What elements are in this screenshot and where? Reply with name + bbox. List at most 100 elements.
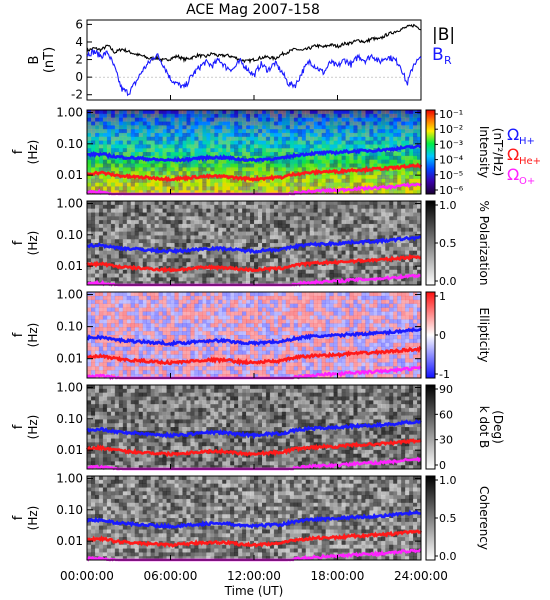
polarization-texture-cell <box>289 216 295 221</box>
ellipticity-texture-cell <box>110 292 116 297</box>
intensity-texture-cell <box>146 129 151 134</box>
intensity-texture-cell <box>130 140 135 145</box>
polarization-y-tick-label: 0.01 <box>56 259 83 273</box>
polarization-texture-cell <box>293 201 299 206</box>
polarization-texture-cell <box>178 258 183 263</box>
ellipticity-texture-cell <box>297 303 302 308</box>
intensity-texture-cell <box>329 125 334 130</box>
ellipticity-texture-cell <box>190 307 195 312</box>
intensity-texture-cell <box>297 159 302 164</box>
polarization-texture-cell <box>91 258 96 263</box>
intensity-texture-cell <box>262 140 267 145</box>
polarization-texture-cell <box>210 277 215 282</box>
ellipticity-texture-cell <box>262 303 267 308</box>
ellipticity-texture-cell <box>122 342 128 347</box>
intensity-texture-cell <box>214 163 219 168</box>
intensity-texture-cell <box>194 113 199 118</box>
polarization-texture-cell <box>122 235 128 240</box>
intensity-texture-cell <box>321 171 326 176</box>
polarization-texture-cell <box>345 231 350 236</box>
polarization-texture-cell <box>142 281 147 286</box>
intensity-texture-cell <box>242 182 247 187</box>
polarization-texture-cell <box>385 216 390 221</box>
polarization-texture-cell <box>393 250 398 255</box>
polarization-texture-cell <box>254 227 259 232</box>
intensity-texture-cell <box>393 110 398 115</box>
intensity-texture-cell <box>242 125 247 130</box>
polarization-texture-cell <box>234 277 239 282</box>
polarization-texture-cell <box>349 227 354 232</box>
polarization-texture-cell <box>206 204 211 209</box>
polarization-texture-cell <box>293 250 299 255</box>
ellipticity-texture-cell <box>106 319 112 324</box>
polarization-texture-cell <box>365 281 370 286</box>
polarization-texture-cell <box>401 281 406 286</box>
intensity-texture-cell <box>258 129 263 134</box>
polarization-texture-cell <box>385 223 390 228</box>
polarization-texture-cell <box>162 208 167 213</box>
polarization-texture-cell <box>106 254 112 259</box>
intensity-texture-cell <box>369 113 374 118</box>
intensity-texture-cell <box>329 140 334 145</box>
ellipticity-texture-cell <box>242 350 247 355</box>
polarization-texture-cell <box>210 273 215 278</box>
polarization-texture-cell <box>265 220 271 225</box>
polarization-texture-cell <box>146 204 151 209</box>
ellipticity-texture-cell <box>102 295 108 301</box>
ellipticity-texture-cell <box>190 366 195 371</box>
polarization-texture-cell <box>87 254 92 259</box>
polarization-texture-cell <box>118 231 124 236</box>
intensity-texture-cell <box>194 148 199 153</box>
ellipticity-texture-cell <box>218 362 223 367</box>
polarization-texture-cell <box>91 212 96 217</box>
intensity-texture-cell <box>281 163 287 168</box>
intensity-texture-cell <box>214 113 219 118</box>
intensity-texture-cell <box>146 178 151 183</box>
polarization-texture-cell <box>95 220 100 225</box>
intensity-texture-cell <box>250 190 255 195</box>
intensity-texture-cell <box>170 174 175 179</box>
intensity-texture-cell <box>226 171 231 176</box>
intensity-texture-cell <box>126 144 132 149</box>
intensity-texture-cell <box>365 190 370 195</box>
ellipticity-texture-cell <box>170 350 175 355</box>
ellipticity-texture-cell <box>293 299 299 304</box>
polarization-texture-cell <box>110 273 116 278</box>
polarization-texture-cell <box>250 220 255 225</box>
intensity-texture-cell <box>385 140 390 145</box>
intensity-texture-cell <box>321 163 326 168</box>
intensity-texture-cell <box>345 113 350 118</box>
ellipticity-texture-cell <box>87 299 92 304</box>
intensity-texture-cell <box>397 163 402 168</box>
ellipticity-texture-cell <box>106 292 112 297</box>
intensity-texture-cell <box>98 117 104 122</box>
polarization-texture-cell <box>98 231 104 236</box>
polarization-texture-cell <box>126 204 132 209</box>
ellipticity-texture-cell <box>258 354 263 359</box>
polarization-texture-cell <box>349 212 354 217</box>
polarization-texture-cell <box>417 208 422 213</box>
polarization-texture-cell <box>345 281 350 286</box>
intensity-texture-cell <box>381 163 386 168</box>
polarization-texture-cell <box>393 277 398 282</box>
intensity-texture-cell <box>381 190 386 195</box>
intensity-texture-cell <box>325 178 330 183</box>
polarization-texture-cell <box>242 208 247 213</box>
ellipticity-texture-cell <box>170 362 175 367</box>
intensity-texture-cell <box>206 121 211 126</box>
ellipticity-texture-cell <box>262 323 267 328</box>
intensity-texture-cell <box>162 178 167 183</box>
ellipticity-texture-cell <box>182 346 187 351</box>
intensity-texture <box>87 110 422 195</box>
ellipticity-texture-cell <box>277 292 283 297</box>
polarization-texture-cell <box>106 227 112 232</box>
intensity-texture-cell <box>305 155 310 160</box>
intensity-texture-cell <box>194 163 199 168</box>
ellipticity-texture-cell <box>106 303 112 308</box>
intensity-texture-cell <box>158 174 163 179</box>
ellipticity-texture-cell <box>114 350 120 355</box>
ellipticity-texture-cell <box>114 342 120 347</box>
polarization-texture-cell <box>325 208 330 213</box>
ellipticity-texture-cell <box>178 323 183 328</box>
polarization-texture-cell <box>262 204 267 209</box>
